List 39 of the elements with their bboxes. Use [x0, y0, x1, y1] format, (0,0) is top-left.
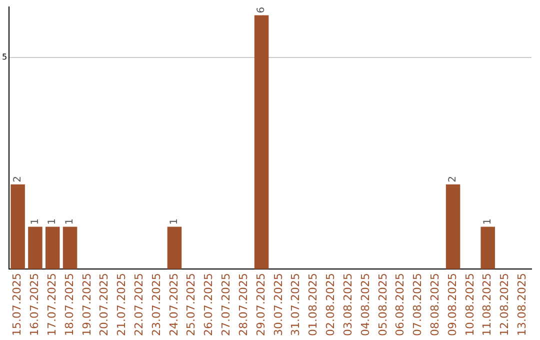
x-tick-label: 06.08.2025 — [394, 273, 407, 336]
x-tick-label: 24.07.2025 — [167, 273, 180, 336]
x-tick-label: 09.08.2025 — [446, 273, 459, 336]
x-tick-label: 05.08.2025 — [376, 273, 390, 336]
x-tick-label: 20.07.2025 — [98, 273, 111, 336]
x-tick-label: 18.07.2025 — [62, 273, 76, 336]
data-label: 1 — [47, 218, 58, 225]
x-tick-label: 04.08.2025 — [358, 273, 372, 336]
x-tick-label: 26.07.2025 — [202, 273, 216, 336]
x-tick-label: 21.07.2025 — [115, 273, 128, 336]
data-label: 2 — [12, 176, 24, 182]
data-label: 1 — [64, 218, 76, 225]
x-tick-label: 07.08.2025 — [411, 273, 424, 336]
data-label: 6 — [256, 6, 268, 14]
x-tick-label: 23.07.2025 — [150, 273, 163, 336]
x-tick-label: 11.08.2025 — [480, 273, 494, 336]
x-tick-label: 19.07.2025 — [80, 273, 94, 336]
x-tick-label: 16.07.2025 — [28, 273, 42, 336]
x-tick-label: 02.08.2025 — [324, 273, 338, 336]
x-tick-label: 01.08.2025 — [306, 273, 320, 336]
x-tick-label: 27.07.2025 — [220, 273, 233, 336]
x-tick-label: 03.08.2025 — [341, 273, 354, 336]
x-tick-label: 08.08.2025 — [428, 273, 442, 336]
x-tick-label: 15.07.2025 — [10, 273, 24, 336]
x-tick-label: 29.07.2025 — [254, 273, 268, 336]
data-label: 1 — [169, 218, 180, 225]
x-tick-label: 13.08.2025 — [516, 273, 529, 336]
x-tick-label: 25.07.2025 — [184, 273, 198, 336]
x-tick-label: 30.07.2025 — [272, 273, 285, 336]
x-tick-label: 22.07.2025 — [132, 273, 146, 336]
x-tick-label: 28.07.2025 — [236, 273, 250, 336]
data-label: 1 — [482, 218, 494, 225]
x-tick-label: 10.08.2025 — [463, 273, 476, 336]
x-tick-label: 17.07.2025 — [45, 273, 58, 336]
data-label: 2 — [448, 176, 459, 182]
y-tick-label: 5 — [2, 52, 8, 62]
x-tick-label: 12.08.2025 — [498, 273, 512, 336]
data-label: 1 — [30, 218, 41, 225]
x-tick-label: 31.07.2025 — [289, 273, 302, 336]
